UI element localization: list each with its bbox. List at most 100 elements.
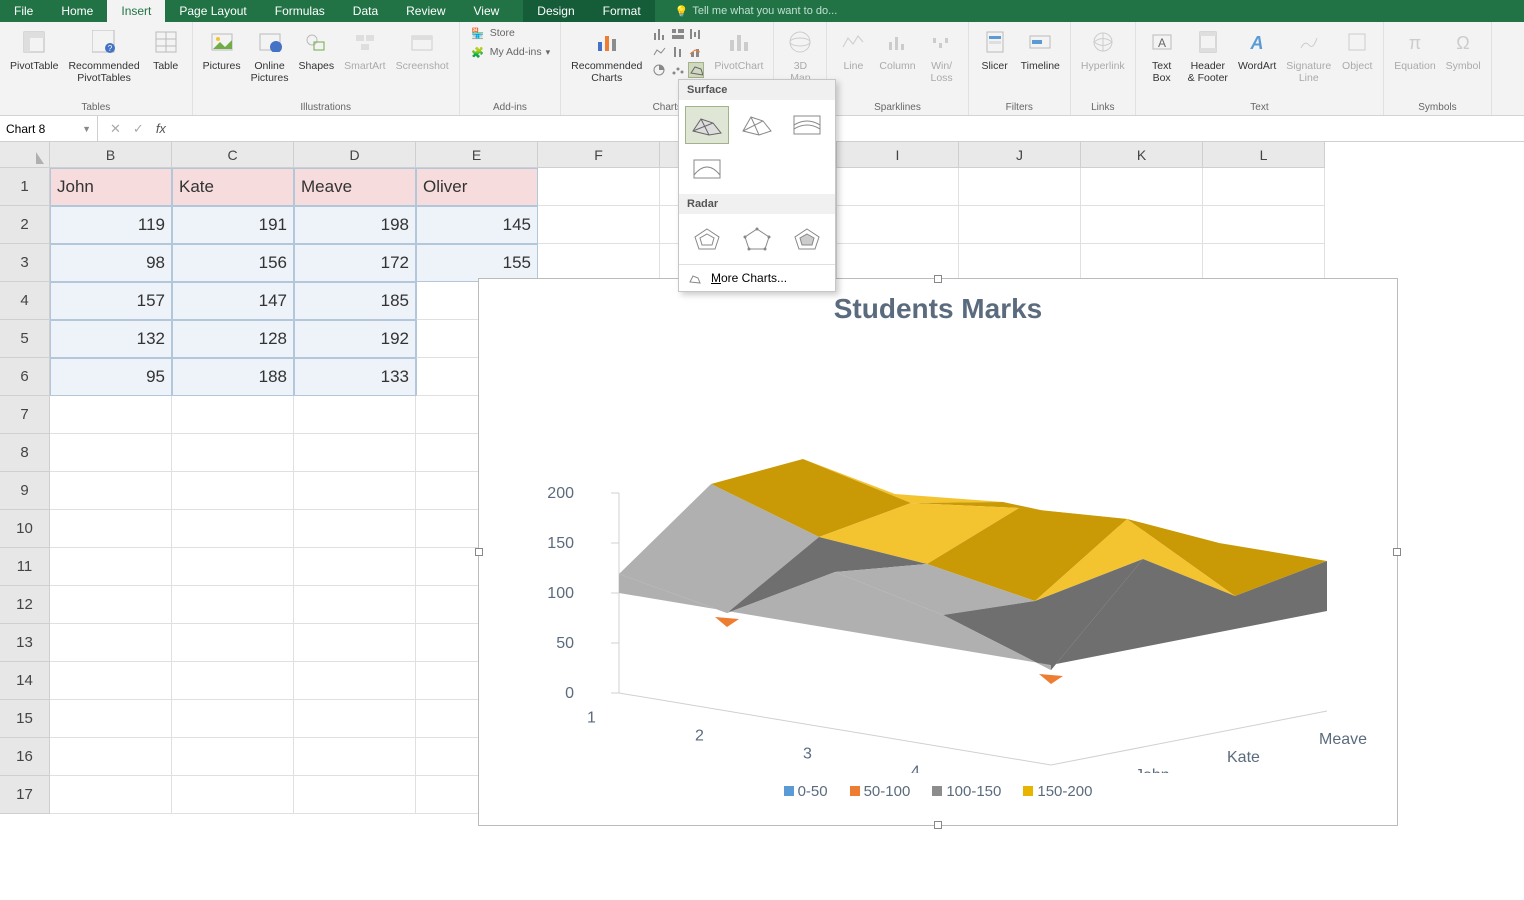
tab-review[interactable]: Review bbox=[392, 0, 459, 22]
column-header[interactable]: I bbox=[837, 142, 959, 168]
name-box[interactable]: Chart 8 ▼ bbox=[0, 116, 98, 141]
enter-icon[interactable]: ✓ bbox=[133, 121, 144, 137]
cell[interactable] bbox=[294, 548, 416, 586]
cell[interactable] bbox=[538, 206, 660, 244]
cell[interactable]: 185 bbox=[294, 282, 416, 320]
legend-item[interactable]: 150-200 bbox=[1023, 783, 1092, 800]
pivottable-button[interactable]: PivotTable bbox=[6, 24, 62, 74]
scatter-split-icon[interactable] bbox=[670, 62, 686, 78]
cell[interactable] bbox=[538, 168, 660, 206]
surface-wireframe-option[interactable] bbox=[735, 106, 779, 144]
select-all-corner[interactable] bbox=[0, 142, 50, 168]
stats-split-icon[interactable] bbox=[670, 44, 686, 60]
row-header[interactable]: 17 bbox=[0, 776, 50, 814]
rec-pivot-button[interactable]: ?Recommended PivotTables bbox=[64, 24, 143, 86]
more-charts-option[interactable]: MMore Charts...ore Charts... bbox=[679, 264, 835, 291]
object-button[interactable]: Object bbox=[1337, 24, 1377, 74]
column-header[interactable]: F bbox=[538, 142, 660, 168]
column-header[interactable]: E bbox=[416, 142, 538, 168]
cell[interactable]: 133 bbox=[294, 358, 416, 396]
cell[interactable] bbox=[50, 700, 172, 738]
waterfall-split-icon[interactable] bbox=[688, 26, 704, 42]
tab-design[interactable]: Design bbox=[523, 0, 588, 22]
legend-item[interactable]: 0-50 bbox=[784, 783, 828, 800]
cell[interactable]: 192 bbox=[294, 320, 416, 358]
surface-contour-option[interactable] bbox=[785, 106, 829, 144]
cell[interactable] bbox=[959, 244, 1081, 282]
cell[interactable]: Meave bbox=[294, 168, 416, 206]
cell[interactable]: 98 bbox=[50, 244, 172, 282]
smartart-button[interactable]: SmartArt bbox=[340, 24, 389, 74]
cell[interactable] bbox=[50, 510, 172, 548]
row-header[interactable]: 10 bbox=[0, 510, 50, 548]
cell[interactable] bbox=[294, 776, 416, 814]
tab-formulas[interactable]: Formulas bbox=[261, 0, 339, 22]
legend-item[interactable]: 50-100 bbox=[850, 783, 911, 800]
signature-button[interactable]: Signature Line bbox=[1282, 24, 1335, 86]
3dmap-button[interactable]: 3D Map bbox=[780, 24, 820, 86]
cell[interactable] bbox=[172, 624, 294, 662]
tab-data[interactable]: Data bbox=[339, 0, 392, 22]
cell[interactable]: 188 bbox=[172, 358, 294, 396]
piechart-split-icon[interactable] bbox=[652, 62, 668, 78]
column-header[interactable]: C bbox=[172, 142, 294, 168]
chart-handle-n[interactable] bbox=[934, 275, 942, 283]
tab-file[interactable]: File bbox=[0, 0, 47, 22]
sparkline-column-button[interactable]: Column bbox=[875, 24, 919, 74]
cell[interactable]: 119 bbox=[50, 206, 172, 244]
cell[interactable] bbox=[172, 738, 294, 776]
surface-wireframe-contour-option[interactable] bbox=[685, 150, 729, 188]
symbol-button[interactable]: ΩSymbol bbox=[1442, 24, 1485, 74]
cell[interactable]: 128 bbox=[172, 320, 294, 358]
linechart-split-icon[interactable] bbox=[652, 44, 668, 60]
fx-icon[interactable]: fx bbox=[156, 121, 166, 136]
surface-3d-option[interactable] bbox=[685, 106, 729, 144]
tab-format[interactable]: Format bbox=[589, 0, 655, 22]
cell[interactable]: 155 bbox=[416, 244, 538, 282]
hierarchy-split-icon[interactable] bbox=[670, 26, 686, 42]
column-header[interactable]: B bbox=[50, 142, 172, 168]
cell[interactable] bbox=[1203, 206, 1325, 244]
cell[interactable] bbox=[1203, 168, 1325, 206]
cell[interactable]: John bbox=[50, 168, 172, 206]
sparkline-line-button[interactable]: Line bbox=[833, 24, 873, 74]
cell[interactable]: 145 bbox=[416, 206, 538, 244]
row-header[interactable]: 7 bbox=[0, 396, 50, 434]
cell[interactable] bbox=[294, 586, 416, 624]
row-header[interactable]: 3 bbox=[0, 244, 50, 282]
row-header[interactable]: 2 bbox=[0, 206, 50, 244]
column-header[interactable]: L bbox=[1203, 142, 1325, 168]
cell[interactable]: 157 bbox=[50, 282, 172, 320]
tab-page-layout[interactable]: Page Layout bbox=[165, 0, 260, 22]
column-header[interactable]: J bbox=[959, 142, 1081, 168]
cell[interactable]: 132 bbox=[50, 320, 172, 358]
row-header[interactable]: 8 bbox=[0, 434, 50, 472]
cell[interactable]: 147 bbox=[172, 282, 294, 320]
cell[interactable] bbox=[172, 396, 294, 434]
tab-insert[interactable]: Insert bbox=[107, 0, 165, 22]
cell[interactable] bbox=[1081, 206, 1203, 244]
row-header[interactable]: 14 bbox=[0, 662, 50, 700]
cell[interactable] bbox=[172, 472, 294, 510]
cell[interactable] bbox=[294, 700, 416, 738]
cell[interactable] bbox=[1081, 244, 1203, 282]
chart-handle-s[interactable] bbox=[934, 821, 942, 829]
radar-markers-option[interactable] bbox=[735, 220, 779, 258]
legend-item[interactable]: 100-150 bbox=[932, 783, 1001, 800]
cell[interactable] bbox=[50, 396, 172, 434]
cell[interactable]: 95 bbox=[50, 358, 172, 396]
cell[interactable] bbox=[50, 548, 172, 586]
row-header[interactable]: 13 bbox=[0, 624, 50, 662]
cell[interactable] bbox=[50, 472, 172, 510]
cell[interactable] bbox=[172, 662, 294, 700]
row-header[interactable]: 9 bbox=[0, 472, 50, 510]
headerfooter-button[interactable]: Header & Footer bbox=[1184, 24, 1232, 86]
column-header[interactable]: D bbox=[294, 142, 416, 168]
tab-home[interactable]: Home bbox=[47, 0, 107, 22]
tab-view[interactable]: View bbox=[460, 0, 514, 22]
cell[interactable] bbox=[172, 586, 294, 624]
cell[interactable] bbox=[50, 434, 172, 472]
pivotchart-button[interactable]: PivotChart bbox=[710, 24, 767, 74]
cell[interactable] bbox=[172, 510, 294, 548]
row-header[interactable]: 11 bbox=[0, 548, 50, 586]
